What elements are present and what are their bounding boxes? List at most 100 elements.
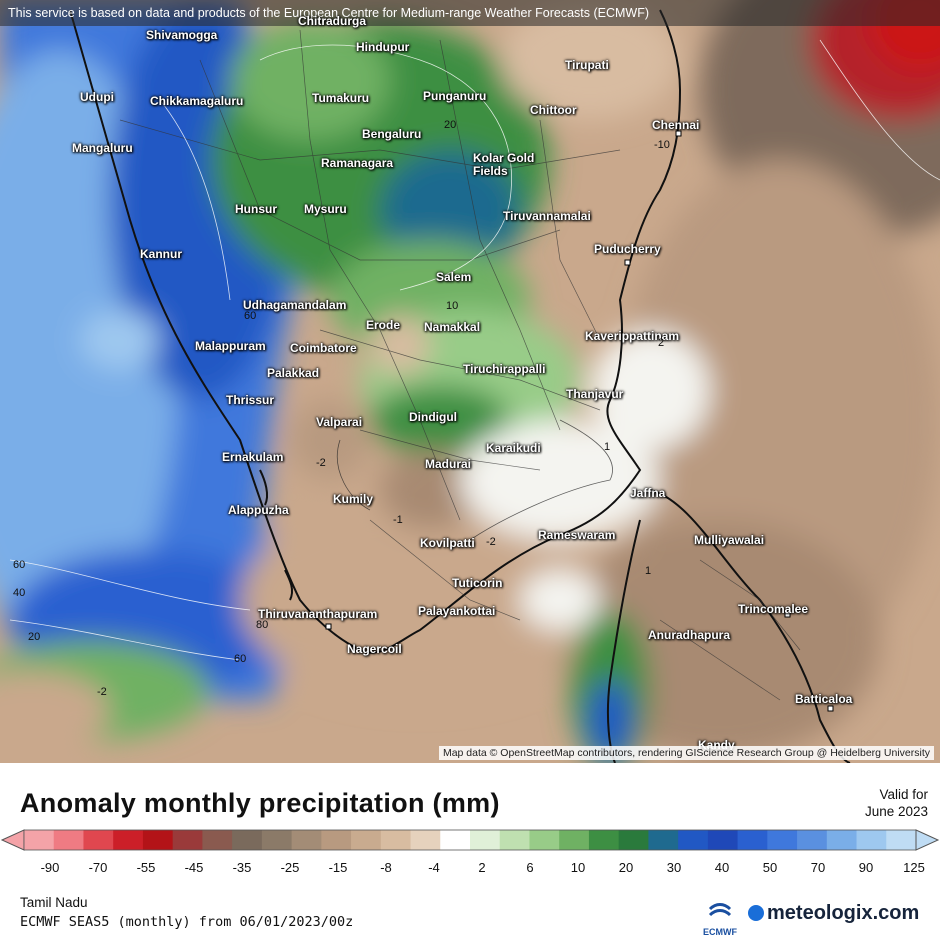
city-label: Nagercoil [347, 642, 402, 656]
colorbar-tick-label: 90 [858, 860, 874, 875]
city-label: Karaikudi [486, 441, 541, 455]
city-label: Jaffna [630, 486, 666, 500]
colorbar-tick-label: -45 [184, 860, 204, 875]
city-label: Udhagamandalam [243, 298, 347, 312]
city-label: Dindigul [409, 410, 457, 424]
contour-label: -10 [654, 139, 670, 151]
colorbar-tick-label: -15 [328, 860, 348, 875]
city-label: Madurai [425, 457, 472, 471]
city-label: Erode [366, 318, 401, 332]
colorbar-swatch [142, 830, 174, 850]
meteologix-globe-icon [748, 905, 764, 921]
colorbar-swatch [113, 830, 144, 850]
colorbar-swatch [470, 830, 501, 850]
colorbar-swatch [559, 830, 590, 850]
colorbar-swatch [232, 830, 263, 850]
city-label: Chitradurga [298, 14, 367, 28]
city-label: Trincomalee [738, 602, 809, 616]
city-label: Namakkal [424, 320, 481, 334]
chart-title: Anomaly monthly precipitation (mm) [20, 788, 500, 818]
city-label: Tumakuru [312, 91, 370, 105]
colorbar-swatch [856, 830, 887, 850]
colorbar-arrow-low [0, 829, 25, 851]
colorbar-tick-label: -70 [88, 860, 108, 875]
colorbar-swatch [797, 830, 828, 850]
region-name: Tamil Nadu [20, 895, 88, 910]
city-label: Batticaloa [795, 692, 853, 706]
city-label: Tiruvannamalai [503, 209, 591, 223]
colorbar-swatch [202, 830, 233, 850]
ecmwf-logo-icon [708, 903, 732, 917]
colorbar-swatch [886, 830, 917, 850]
contour-label: -1 [393, 514, 403, 526]
colorbar-tick-label: 30 [666, 860, 682, 875]
contour-label: 20 [444, 119, 457, 131]
city-label: Kovilpatti [420, 536, 475, 550]
colorbar-swatch [410, 830, 441, 850]
map-attribution: Map data © OpenStreetMap contributors, r… [438, 746, 934, 760]
city-label: Fields [473, 164, 508, 178]
colorbar-swatch [499, 830, 530, 850]
colorbar-frame [23, 829, 917, 851]
city-label: Kaverippattinam [585, 329, 680, 343]
city-label: Tirupati [565, 58, 609, 72]
ecmwf-disclaimer-banner: This service is based on data and produc… [0, 0, 940, 26]
colorbar-swatch [83, 830, 114, 850]
colorbar-tick-label: 6 [526, 860, 534, 875]
city-label: Kumily [333, 492, 374, 506]
colorbar-tick-label: 40 [714, 860, 730, 875]
colorbar-tick-label: -25 [280, 860, 300, 875]
city-label: Kannur [140, 247, 182, 261]
city-label: Thiruvananthapuram [258, 607, 378, 621]
contour-label: 40 [13, 587, 26, 599]
city-label: Salem [436, 270, 472, 284]
colorbar-tick-label: 20 [618, 860, 634, 875]
city-label: Mangaluru [72, 141, 133, 155]
colorbar-tick-label: -35 [232, 860, 252, 875]
contour-label: 60 [234, 653, 247, 665]
colorbar-swatch [24, 830, 55, 850]
city-label: Valparai [316, 415, 363, 429]
colorbar-swatch [172, 830, 203, 850]
model-run: ECMWF SEAS5 (monthly) from 06/01/2023/00… [20, 914, 354, 930]
colorbar-tick-label: 10 [570, 860, 586, 875]
colorbar-swatch [648, 830, 679, 850]
city-label: Bengaluru [362, 127, 422, 141]
city-label: Shivamogga [146, 28, 218, 42]
city-label: Chittoor [530, 103, 577, 117]
valid-date: June 2023 [864, 804, 928, 819]
city-label: Tiruchirappalli [463, 362, 546, 376]
city-label: Punganuru [423, 89, 487, 103]
city-label: Thanjavur [566, 387, 624, 401]
city-label: Anuradhapura [648, 628, 731, 642]
contour-label: 1 [645, 565, 652, 577]
colorbar-swatch [351, 830, 382, 850]
colorbar-tick-label: 2 [478, 860, 486, 875]
colorbar-ticks: -90 -70 -55 -45 -35 -25 -15 -8 -4 2 6 10 20 30 40 50 70 9… [0, 860, 940, 878]
city-label: Hunsur [235, 202, 277, 216]
city-label: Palayankottai [418, 604, 496, 618]
colorbar-swatch [380, 830, 412, 850]
city-label: Hindupur [356, 40, 410, 54]
colorbar-swatch [678, 830, 709, 850]
city-label: Ramanagara [321, 156, 394, 170]
city-label: Rameswaram [538, 528, 616, 542]
contour-label: 80 [256, 619, 269, 631]
city-label: Mulliyawalai [694, 533, 765, 547]
colorbar-swatch [826, 830, 858, 850]
city-label: Udupi [80, 90, 114, 104]
contour-label: 20 [28, 631, 41, 643]
valid-label: Valid for [879, 787, 928, 802]
colorbar-swatch [53, 830, 84, 850]
colorbar-swatch [321, 830, 352, 850]
meteologix-logo-text: meteologix.com [767, 902, 920, 924]
contour-label: 60 [13, 559, 26, 571]
city-label: Malappuram [195, 339, 266, 353]
city-label: Palakkad [267, 366, 320, 380]
colorbar-tick-label: 70 [810, 860, 826, 875]
colorbar-swatch [618, 830, 649, 850]
contour-label: -2 [486, 536, 496, 548]
ecmwf-logo: ECMWF [698, 903, 742, 937]
map-fields [0, 0, 940, 763]
ecmwf-logo-text: ECMWF [703, 927, 737, 937]
